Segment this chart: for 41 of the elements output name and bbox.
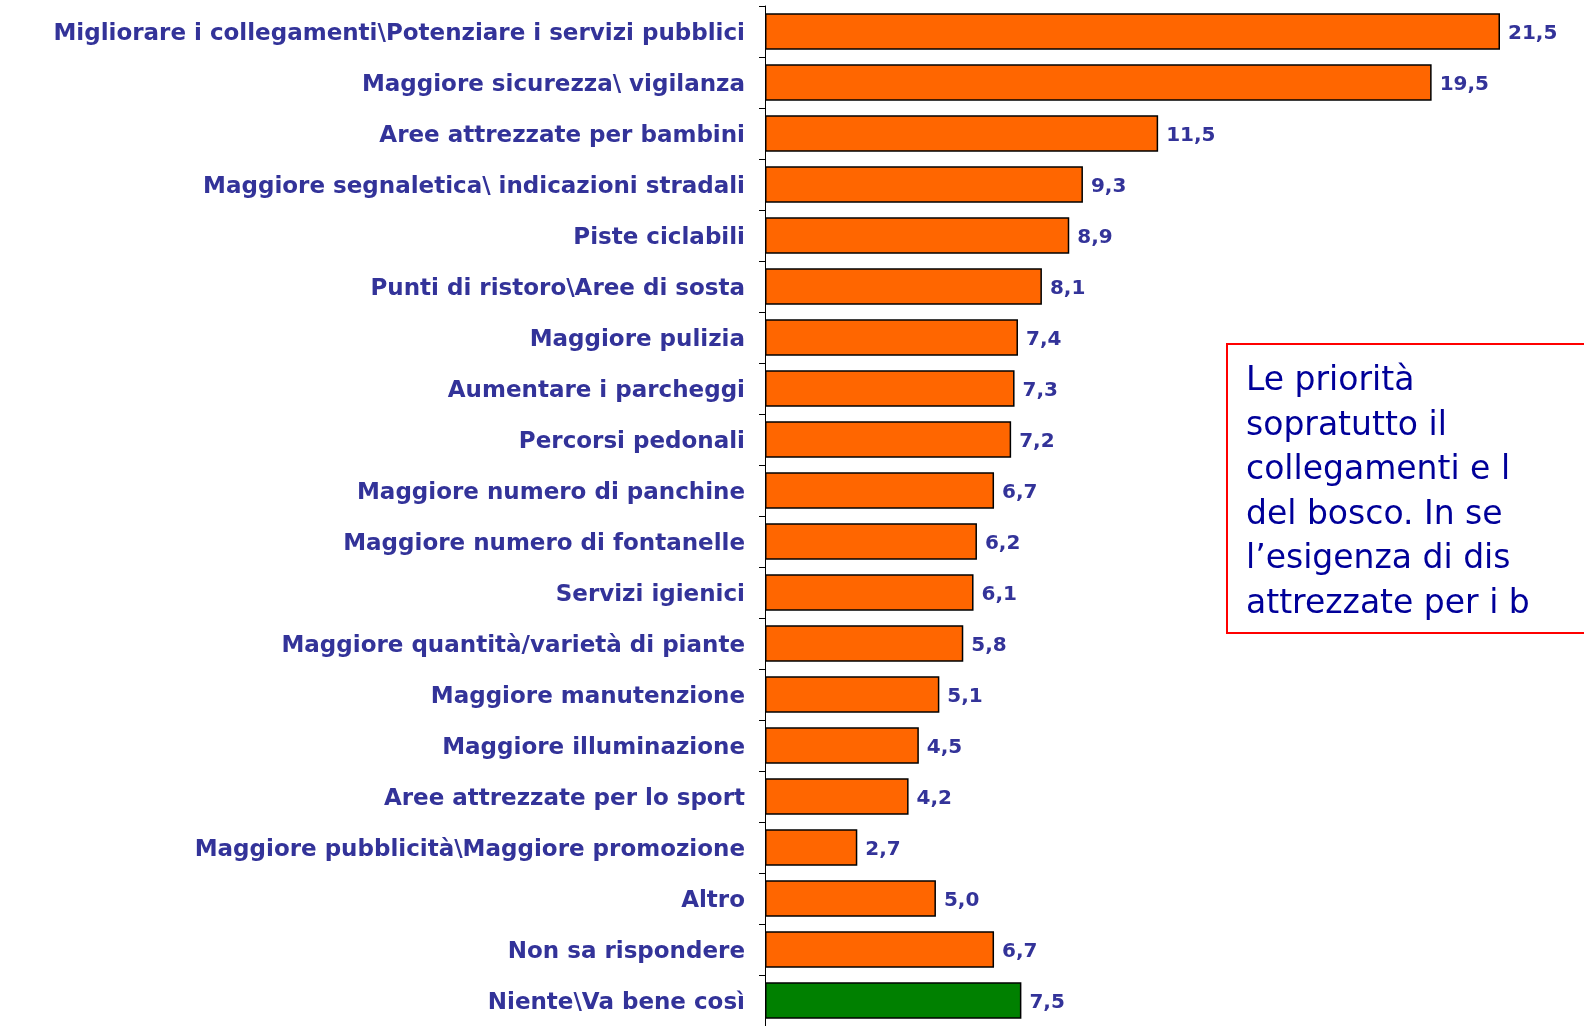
y-tick-label: Non sa rispondere <box>507 936 745 963</box>
data-label: 21,5 <box>1508 19 1558 44</box>
y-tick-label: Altro <box>681 885 745 912</box>
data-label: 4,5 <box>926 733 963 758</box>
y-tick-label: Maggiore sicurezza\ vigilanza <box>361 69 745 96</box>
data-label: 5,8 <box>971 631 1007 656</box>
y-tick-label: Maggiore segnaletica\ indicazioni stradali <box>203 171 745 198</box>
y-tick-label: Maggiore pulizia <box>529 324 745 351</box>
data-label: 7,2 <box>1019 427 1055 452</box>
y-tick-label: Servizi igienici <box>555 579 745 606</box>
data-label: 9,3 <box>1090 172 1127 197</box>
y-tick-label: Piste ciclabili <box>573 222 745 249</box>
data-label: 5,1 <box>947 682 983 707</box>
data-label: 2,7 <box>865 835 901 860</box>
data-label: 6,2 <box>984 529 1021 554</box>
y-tick-label: Maggiore manutenzione <box>430 681 745 708</box>
data-label: 7,5 <box>1029 988 1065 1013</box>
data-label: 6,1 <box>981 580 1017 605</box>
y-tick-label: Maggiore numero di panchine <box>356 477 745 504</box>
y-tick-label: Niente\Va bene così <box>487 987 745 1014</box>
data-label: 7,4 <box>1025 325 1062 350</box>
data-label: 6,7 <box>1002 478 1038 503</box>
y-tick-label: Maggiore numero di fontanelle <box>343 528 745 555</box>
y-tick-label: Migliorare i collegamenti\Potenziare i servizi pubblici <box>53 18 745 45</box>
y-tick-label: Aree attrezzate per lo sport <box>383 783 745 810</box>
data-label: 8,9 <box>1077 223 1113 248</box>
annotation: Le priorità sopratutto il collegamenti e l del bosco. In se l’esigenza di dis attrezzate per i b <box>1226 343 1584 634</box>
y-tick-label: Aree attrezzate per bambini <box>379 120 745 147</box>
data-label: 8,1 <box>1049 274 1086 299</box>
y-tick-label: Aumentare i parcheggi <box>447 375 745 402</box>
y-tick-label: Percorsi pedonali <box>518 426 745 453</box>
data-label: 7,3 <box>1022 376 1058 401</box>
data-label: 4,2 <box>916 784 953 809</box>
y-tick-label: Maggiore quantità/varietà di piante <box>281 630 745 657</box>
y-tick-label: Maggiore illuminazione <box>442 732 745 759</box>
data-label: 19,5 <box>1439 70 1489 95</box>
data-label: 5,0 <box>943 886 980 911</box>
y-tick-label: Maggiore pubblicità\Maggiore promozione <box>194 834 745 861</box>
data-label: 6,7 <box>1002 937 1038 962</box>
data-label: 11,5 <box>1166 121 1216 146</box>
y-tick-label: Punti di ristoro\Aree di sosta <box>370 273 745 300</box>
